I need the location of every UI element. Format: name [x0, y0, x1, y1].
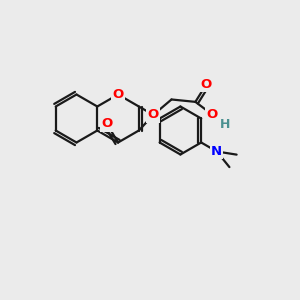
Text: N: N [211, 145, 222, 158]
Text: O: O [101, 118, 112, 130]
Text: H: H [220, 118, 230, 131]
Text: O: O [201, 78, 212, 91]
Text: O: O [148, 109, 159, 122]
Text: O: O [112, 88, 124, 101]
Text: O: O [206, 108, 217, 121]
